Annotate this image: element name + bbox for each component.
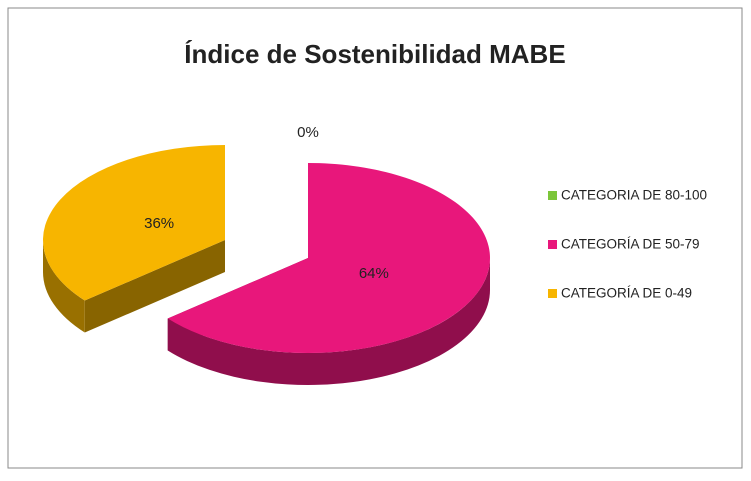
slice: [43, 145, 225, 301]
legend-swatch: [548, 240, 557, 249]
chart-title: Índice de Sostenibilidad MABE: [184, 39, 565, 69]
slice-side: [167, 258, 490, 385]
data-label: 64%: [359, 265, 389, 282]
legend-label: CATEGORÍA DE 50-79: [561, 237, 700, 252]
legend-label: CATEGORÍA DE 0-49: [561, 286, 692, 301]
data-label: 36%: [144, 215, 174, 232]
slice: [167, 163, 490, 353]
legend-label: CATEGORIA DE 80-100: [561, 188, 707, 203]
legend-swatch: [548, 289, 557, 298]
slice-side: [84, 240, 225, 333]
data-label: 0%: [297, 124, 319, 141]
slice-side: [43, 240, 85, 333]
legend-swatch: [548, 191, 557, 200]
